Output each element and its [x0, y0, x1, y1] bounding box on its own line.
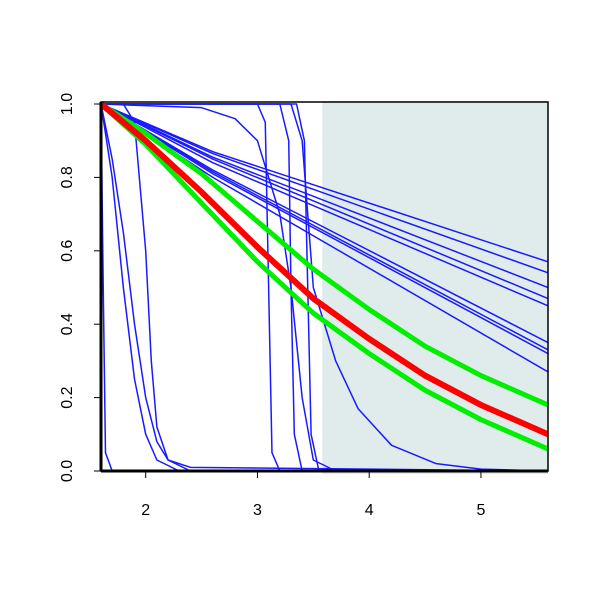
axes: 2 3 4 5 0.0 0.2 0.4 0.6 0.8 1.0 — [59, 93, 549, 519]
x-tick-label: 4 — [365, 502, 374, 519]
series-line — [101, 103, 548, 307]
series-line — [101, 103, 548, 472]
y-tick-label: 0.2 — [59, 386, 76, 408]
series-line — [101, 101, 548, 438]
series-line — [101, 103, 548, 472]
series-line — [101, 103, 548, 472]
series-line — [101, 103, 548, 300]
x-tick-label: 5 — [476, 502, 485, 519]
series-line — [101, 102, 548, 452]
y-tick-label: 0.8 — [59, 166, 76, 188]
shaded-region — [322, 101, 548, 474]
y-tick-label: 0.0 — [59, 460, 76, 482]
plot-area — [101, 101, 548, 474]
y-tick-label: 1.0 — [59, 93, 76, 115]
series-line — [101, 103, 548, 472]
y-tick-label: 0.6 — [59, 240, 76, 262]
y-tick-label: 0.4 — [59, 313, 76, 335]
x-tick-label: 3 — [253, 502, 262, 519]
series-line — [101, 103, 548, 274]
series-line — [101, 103, 548, 472]
x-tick-label: 2 — [141, 502, 150, 519]
series-line — [101, 101, 548, 408]
